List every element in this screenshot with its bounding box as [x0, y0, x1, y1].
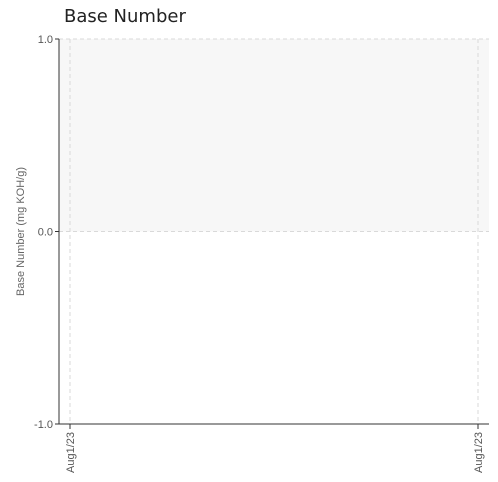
shaded-band — [59, 39, 489, 232]
y-axis-label: Base Number (mg KOH/g) — [15, 167, 27, 296]
x-tick-label: Aug1/23 — [65, 432, 77, 473]
y-tick-label: 0.0 — [38, 227, 53, 239]
chart-title: Base Number — [64, 6, 186, 27]
y-tick-label: -1.0 — [34, 419, 53, 431]
x-tick-label: Aug1/23 — [473, 432, 485, 473]
y-tick-label: 1.0 — [38, 34, 53, 46]
plot-area: 1.0 0.0 -1.0 Aug1/23 Aug1/23 Base Number (mg … — [15, 34, 489, 473]
